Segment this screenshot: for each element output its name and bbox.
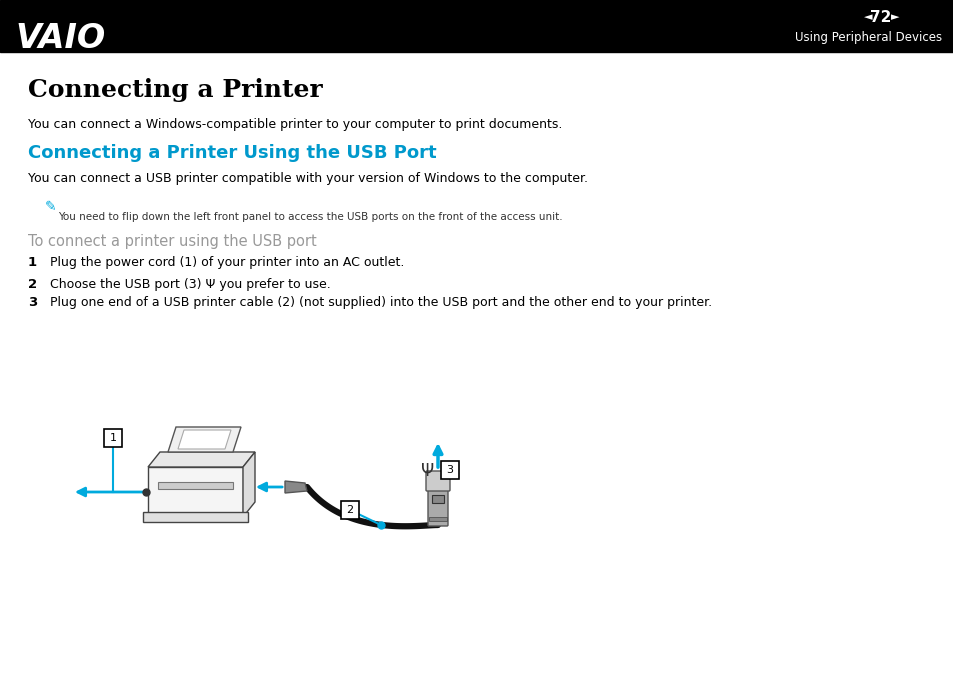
Text: You need to flip down the left front panel to access the USB ports on the front : You need to flip down the left front pan… [58, 212, 562, 222]
Polygon shape [148, 452, 254, 467]
FancyBboxPatch shape [340, 501, 358, 519]
Polygon shape [148, 467, 243, 517]
Text: 2: 2 [28, 278, 37, 291]
Text: To connect a printer using the USB port: To connect a printer using the USB port [28, 234, 316, 249]
Text: 2: 2 [346, 505, 354, 515]
Text: 3: 3 [446, 465, 453, 475]
Text: 1: 1 [110, 433, 116, 443]
Bar [143, 512, 248, 522]
Polygon shape [178, 430, 231, 449]
FancyBboxPatch shape [440, 461, 458, 479]
FancyBboxPatch shape [428, 489, 448, 526]
Text: Plug the power cord (1) of your printer into an AC outlet.: Plug the power cord (1) of your printer … [50, 256, 404, 269]
Text: ✎: ✎ [45, 200, 56, 214]
FancyBboxPatch shape [426, 471, 450, 491]
Text: ◄: ◄ [862, 12, 871, 22]
Text: Connecting a Printer: Connecting a Printer [28, 78, 322, 102]
Bar [432, 495, 443, 503]
Bar [429, 517, 447, 521]
Polygon shape [243, 452, 254, 517]
Text: Choose the USB port (3) Ψ you prefer to use.: Choose the USB port (3) Ψ you prefer to … [50, 278, 331, 291]
FancyBboxPatch shape [104, 429, 122, 447]
Bar [0, 0, 953, 52]
Text: You can connect a USB printer compatible with your version of Windows to the com: You can connect a USB printer compatible… [28, 172, 587, 185]
Text: Using Peripheral Devices: Using Peripheral Devices [794, 32, 941, 44]
Text: Plug one end of a USB printer cable (2) (not supplied) into the USB port and the: Plug one end of a USB printer cable (2) … [50, 296, 711, 309]
Text: Connecting a Printer Using the USB Port: Connecting a Printer Using the USB Port [28, 144, 436, 162]
Bar [158, 482, 233, 489]
Polygon shape [285, 481, 307, 493]
Text: You can connect a Windows-compatible printer to your computer to print documents: You can connect a Windows-compatible pri… [28, 118, 561, 131]
Polygon shape [168, 427, 241, 452]
Text: 3: 3 [28, 296, 37, 309]
Text: ►: ► [890, 12, 899, 22]
Text: 1: 1 [28, 256, 37, 269]
Text: VAIO: VAIO [15, 22, 105, 55]
Text: 72: 72 [869, 9, 891, 24]
Text: Ψ: Ψ [420, 462, 434, 480]
